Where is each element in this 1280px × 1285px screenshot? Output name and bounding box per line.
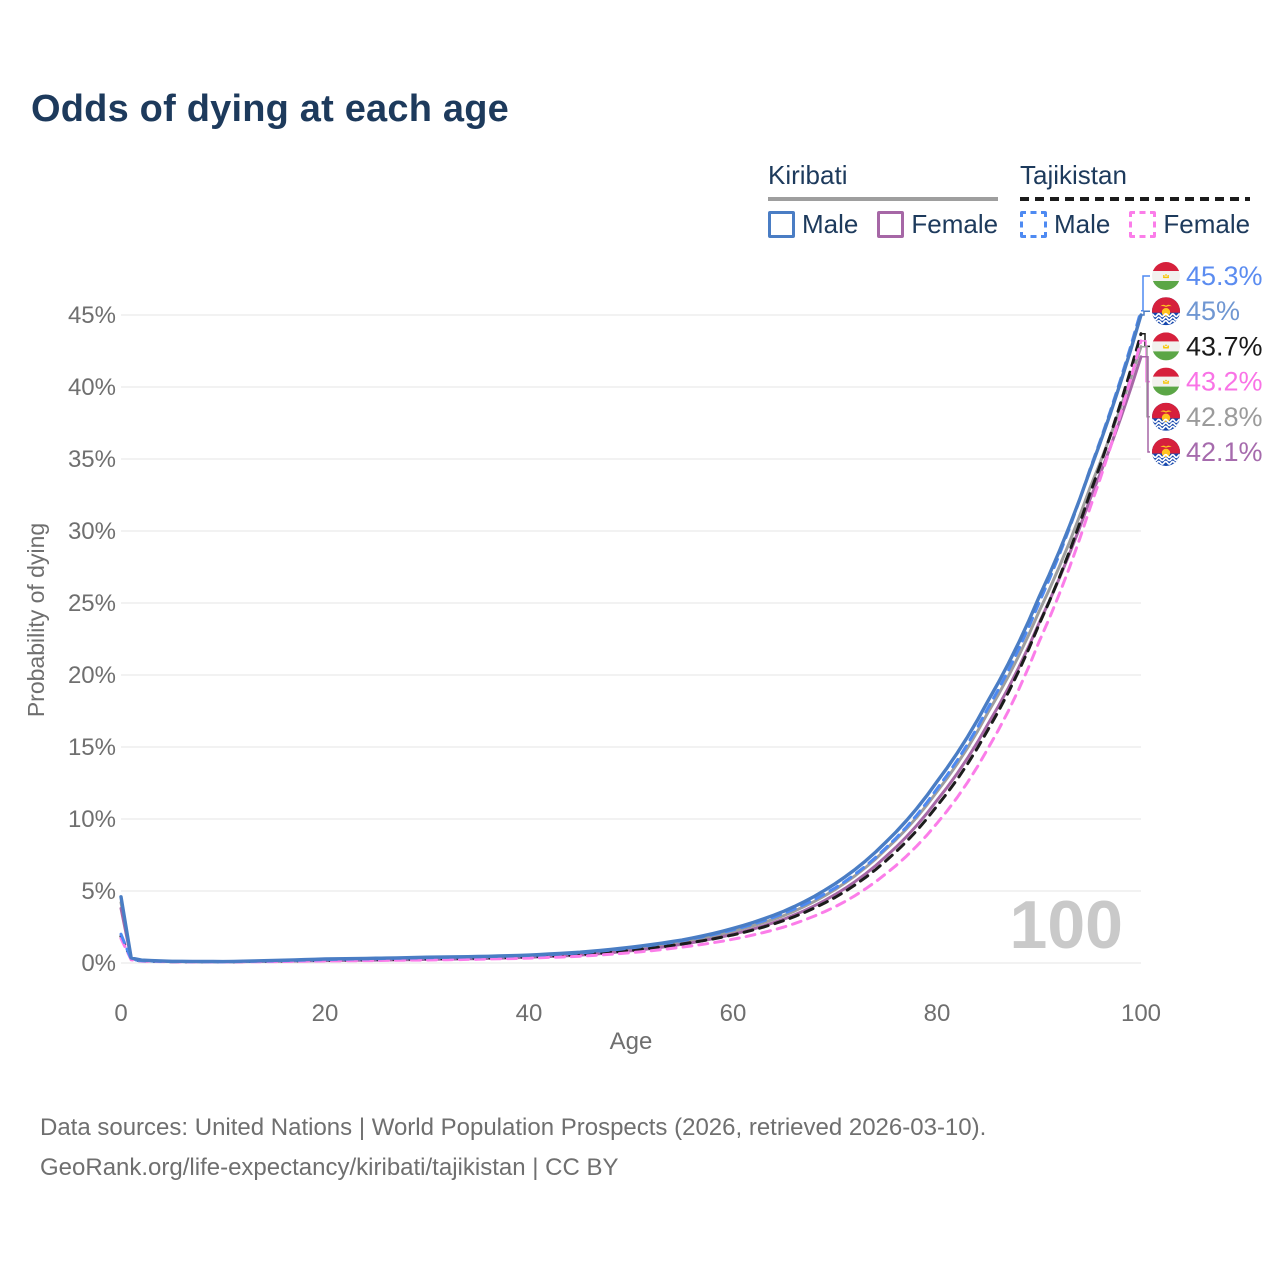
legend-label: Female — [911, 209, 999, 239]
legend-label: Male — [802, 209, 859, 239]
kiribati-flag-icon — [1150, 297, 1182, 325]
legend-label: Male — [1054, 209, 1111, 239]
kiribati-line-style-sample — [768, 197, 999, 201]
end-value-label-ki-male: 45% — [1186, 296, 1240, 326]
end-label-connector-tj-male — [1141, 275, 1150, 312]
legend-group-kiribati: Kiribati Male Female — [768, 160, 999, 240]
kiribati-female-swatch-icon — [877, 211, 905, 238]
y-tick-label: 25% — [68, 590, 116, 617]
series-line-ki-male[interactable] — [119, 313, 1143, 964]
legend-item-kiribati-male[interactable]: Male — [768, 209, 858, 240]
end-value-label-ki-female: 42.1% — [1186, 437, 1263, 467]
legend-country-kiribati[interactable]: Kiribati — [768, 160, 848, 190]
tajikistan-flag-icon — [1152, 368, 1180, 396]
legend-label: Female — [1163, 209, 1251, 239]
y-tick-label: 20% — [68, 662, 116, 689]
tajikistan-female-swatch-icon — [1129, 211, 1157, 238]
y-tick-label: 40% — [68, 374, 116, 401]
footer-line-1: Data sources: United Nations | World Pop… — [40, 1114, 987, 1141]
tajikistan-flag-icon — [1152, 332, 1180, 360]
tajikistan-male-swatch-icon — [1020, 211, 1047, 238]
y-tick-label: 35% — [68, 446, 116, 473]
end-value-label-ki-both: 42.8% — [1186, 402, 1263, 432]
series-line-tj-male[interactable] — [119, 309, 1143, 964]
page-title: Odds of dying at each age — [31, 88, 509, 130]
y-tick-label: 45% — [68, 302, 116, 329]
x-tick-label: 80 — [924, 1000, 951, 1027]
footer-line-2: GeoRank.org/life-expectancy/kiribati/taj… — [40, 1154, 619, 1181]
age-cursor-value: 100 — [1010, 887, 1123, 963]
kiribati-flag-icon — [1150, 438, 1182, 466]
series-line-tj-female[interactable] — [119, 339, 1143, 964]
legend-item-tajikistan-female[interactable]: Female — [1129, 209, 1250, 240]
data-source-footer: Data sources: United Nations | World Pop… — [40, 1108, 986, 1188]
x-tick-label: 100 — [1121, 1000, 1161, 1027]
y-tick-label: 0% — [81, 950, 116, 977]
gridlines — [121, 314, 1141, 964]
y-axis-title: Probability of dying — [23, 523, 49, 717]
y-tick-label: 10% — [68, 806, 116, 833]
x-axis-title: Age — [610, 1028, 653, 1055]
legend-group-tajikistan: Tajikistan Male Female — [1020, 160, 1251, 240]
x-tick-label: 0 — [114, 1000, 127, 1027]
y-tick-label: 15% — [68, 734, 116, 761]
y-tick-label: 5% — [81, 878, 116, 905]
legend-country-tajikistan[interactable]: Tajikistan — [1020, 160, 1127, 190]
series-line-ki-both[interactable] — [119, 345, 1143, 964]
legend-item-tajikistan-male[interactable]: Male — [1020, 209, 1110, 240]
legend-item-kiribati-female[interactable]: Female — [877, 209, 998, 240]
end-value-label-tj-both: 43.7% — [1186, 331, 1263, 361]
end-value-label-tj-male: 45.3% — [1186, 261, 1263, 291]
x-tick-label: 40 — [516, 1000, 543, 1027]
x-tick-label: 60 — [720, 1000, 747, 1027]
end-value-label-tj-female: 43.2% — [1186, 367, 1263, 397]
kiribati-male-swatch-icon — [768, 211, 795, 238]
y-tick-label: 30% — [68, 518, 116, 545]
age-cursor-watermark: 100 — [1010, 887, 1123, 963]
series-line-tj-both[interactable] — [119, 332, 1143, 964]
end-label-connector-ki-female — [1141, 356, 1150, 453]
tajikistan-line-style-sample — [1020, 197, 1251, 201]
end-value-labels: 45.3% 45% 43.7% 43.2% 42.8% 42.1% — [1141, 261, 1263, 467]
series-lines — [119, 309, 1143, 964]
series-line-ki-female[interactable] — [119, 355, 1143, 964]
kiribati-flag-icon — [1150, 403, 1182, 431]
x-tick-label: 20 — [312, 1000, 339, 1027]
end-label-connector-ki-male — [1141, 310, 1150, 316]
tajikistan-flag-icon — [1152, 262, 1180, 290]
axis-labels: 0% 5% 10% 15% 20% 25% 30% 35% 40% 45% 0 20 40 60 80 100… — [23, 302, 1161, 1055]
